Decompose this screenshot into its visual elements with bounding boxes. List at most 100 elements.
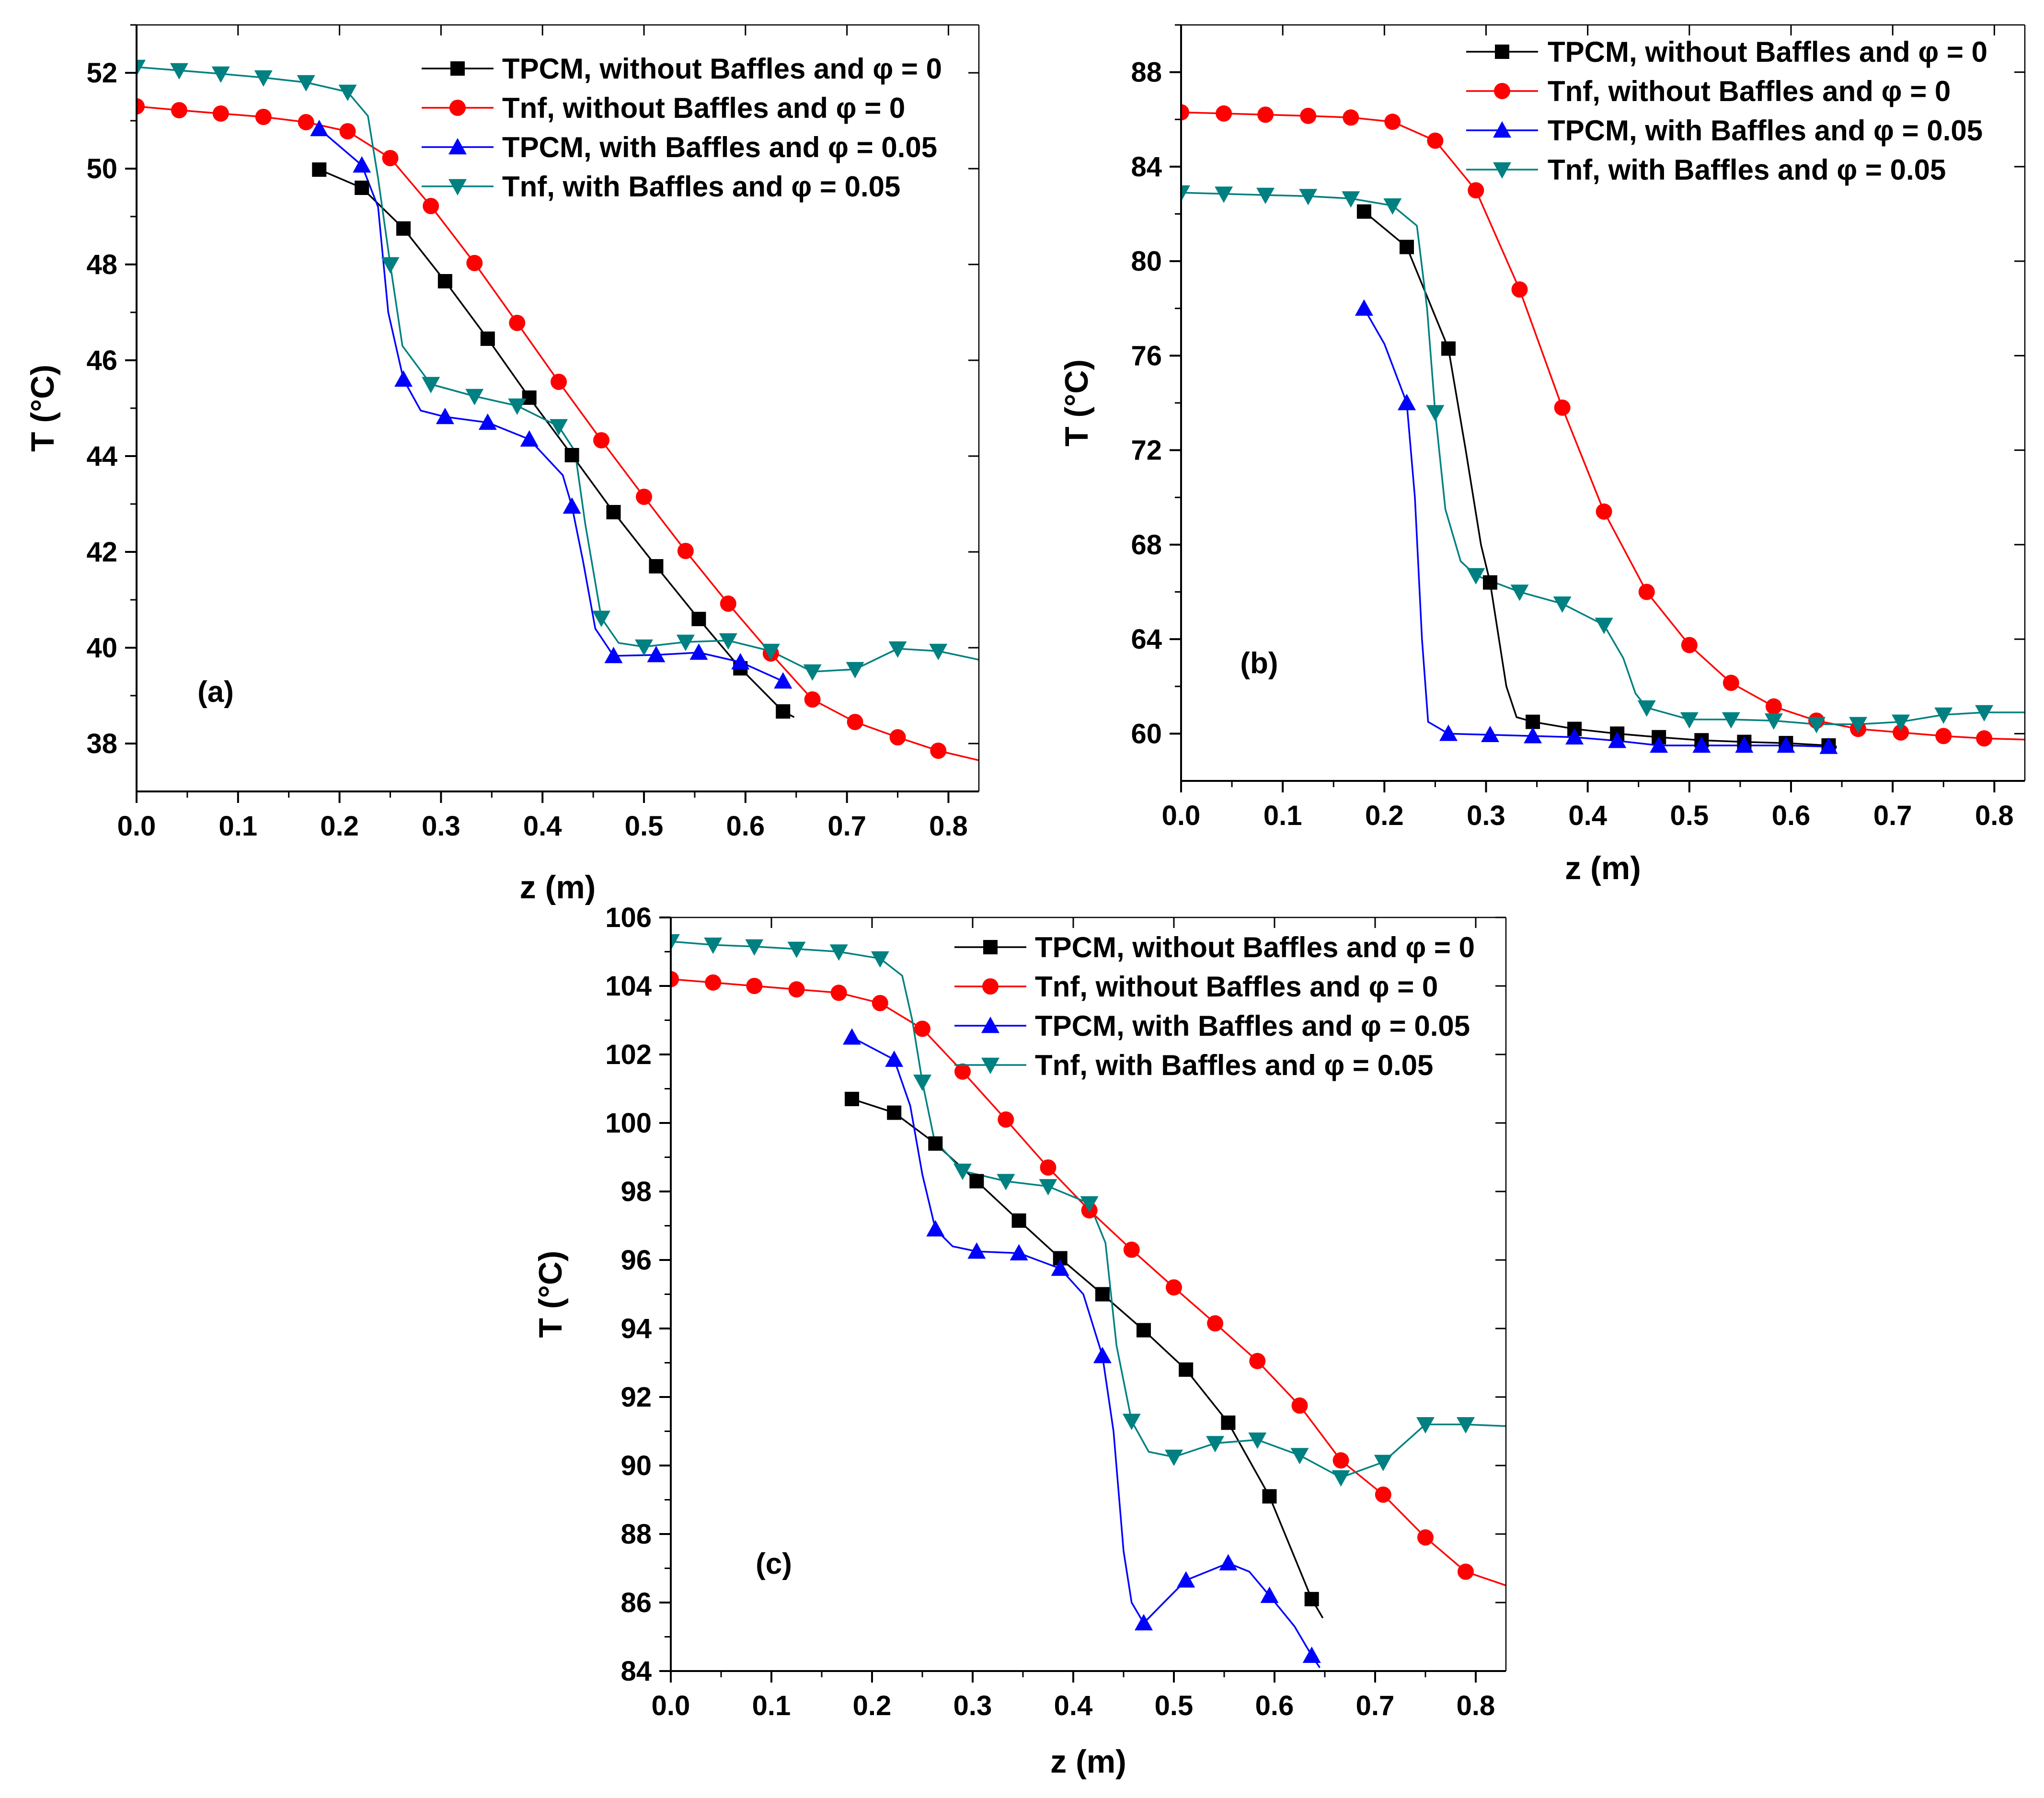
legend-label-tnf-no-baffles: Tnf, without Baffles and φ = 0 xyxy=(1035,971,1438,1003)
y-tick-label: 42 xyxy=(86,537,117,568)
data-point-tnf-no-baffles xyxy=(788,981,805,998)
data-point-tnf-baffles xyxy=(1637,700,1656,717)
data-point-tnf-no-baffles xyxy=(1893,724,1909,741)
data-point-tnf-baffles xyxy=(719,633,737,650)
data-point-tpcm-baffles xyxy=(1650,736,1668,753)
data-point-tnf-no-baffles xyxy=(212,105,229,122)
data-point-tnf-no-baffles xyxy=(830,985,847,1001)
data-point-tnf-baffles xyxy=(1080,1196,1099,1213)
legend-label-tnf-no-baffles: Tnf, without Baffles and φ = 0 xyxy=(502,92,905,124)
data-point-tnf-baffles xyxy=(170,63,188,80)
data-point-tnf-no-baffles xyxy=(1207,1315,1224,1332)
x-axis-title: z (m) xyxy=(1050,1743,1126,1780)
data-point-tnf-baffles xyxy=(1256,187,1275,205)
data-point-tnf-baffles xyxy=(829,944,848,961)
y-tick-label: 48 xyxy=(86,249,117,280)
data-point-tpcm-baffles xyxy=(1260,1586,1279,1603)
data-point-tnf-baffles xyxy=(297,75,315,92)
data-point-tnf-no-baffles xyxy=(1384,114,1401,130)
y-tick-label: 88 xyxy=(1131,57,1162,88)
x-tick-label: 0.7 xyxy=(1873,800,1912,831)
data-point-tnf-no-baffles xyxy=(1427,132,1444,149)
chart-panel-c: 0.0 0.1 0.2 0.3 0.4 0.5 0.6 0.7 0.8 84 86 88 90 92 94 9… xyxy=(532,902,1507,1780)
legend: TPCM, without Baffles and φ = 0 Tnf, with… xyxy=(954,931,1475,1081)
data-point-tpcm-no-baffles xyxy=(1441,341,1456,356)
data-point-tnf-no-baffles xyxy=(1300,107,1317,124)
legend-label-tpcm-baffles: TPCM, with Baffles and φ = 0.05 xyxy=(1035,1010,1470,1042)
chart-panel-b: 0.0 0.1 0.2 0.3 0.4 0.5 0.6 0.7 0.8 60 64 68 72 76 80 8… xyxy=(1058,24,2026,886)
data-point-tpcm-no-baffles xyxy=(396,221,411,236)
data-point-tnf-baffles xyxy=(704,938,723,954)
x-tick-label: 0.8 xyxy=(1975,800,2014,831)
data-point-tpcm-no-baffles xyxy=(522,390,537,405)
legend-label-tnf-baffles: Tnf, with Baffles and φ = 0.05 xyxy=(1035,1049,1433,1081)
data-point-tnf-baffles xyxy=(913,1075,931,1091)
data-point-tnf-no-baffles xyxy=(746,978,763,994)
data-point-tnf-baffles xyxy=(592,610,611,627)
data-point-tnf-no-baffles xyxy=(1375,1486,1391,1503)
x-tick-label: 0.1 xyxy=(218,811,257,842)
plot-area xyxy=(671,934,1506,1668)
x-tick-label: 0.4 xyxy=(1568,800,1607,831)
data-point-tnf-baffles xyxy=(338,84,357,101)
data-point-tpcm-no-baffles xyxy=(845,1091,859,1106)
data-point-tpcm-baffles xyxy=(1565,728,1584,744)
data-point-tpcm-no-baffles xyxy=(1137,1323,1151,1338)
x-tick-label: 0.3 xyxy=(953,1690,992,1721)
data-point-tpcm-no-baffles xyxy=(776,704,791,719)
series-line-tpcm-no-baffles xyxy=(1363,211,1837,748)
data-point-tnf-baffles xyxy=(871,951,889,968)
data-point-tnf-baffles xyxy=(381,257,400,274)
data-point-tnf-baffles xyxy=(508,398,527,415)
x-tick-label: 0.0 xyxy=(1162,800,1201,831)
y-tick-label: 84 xyxy=(620,1656,652,1687)
legend-label-tpcm-baffles: TPCM, with Baffles and φ = 0.05 xyxy=(1548,115,1983,147)
series-line-tnf-no-baffles xyxy=(1181,111,2025,741)
y-tick-label: 38 xyxy=(86,728,117,759)
data-point-tpcm-baffles xyxy=(1219,1554,1238,1570)
data-point-tpcm-baffles xyxy=(1177,1571,1195,1588)
data-point-tpcm-baffles xyxy=(520,430,539,447)
legend-marker-tnf-no-baffles xyxy=(982,978,999,995)
data-point-tpcm-baffles xyxy=(967,1242,986,1259)
x-tick-label: 0.7 xyxy=(1356,1690,1395,1721)
data-point-tnf-no-baffles xyxy=(1123,1241,1140,1258)
data-point-tnf-baffles xyxy=(1416,1417,1435,1434)
data-point-tnf-baffles xyxy=(254,70,273,87)
legend-marker-tpcm-baffles xyxy=(448,138,467,155)
data-point-tnf-no-baffles xyxy=(1417,1529,1434,1546)
data-point-tnf-no-baffles xyxy=(804,691,821,708)
data-point-tnf-baffles xyxy=(953,1163,972,1180)
legend-label-tnf-baffles: Tnf, with Baffles and φ = 0.05 xyxy=(502,171,900,203)
y-tick-label: 96 xyxy=(620,1245,652,1276)
legend-label-tnf-no-baffles: Tnf, without Baffles and φ = 0 xyxy=(1548,75,1951,107)
data-point-tpcm-no-baffles xyxy=(480,332,495,346)
data-point-tnf-baffles xyxy=(1892,714,1910,731)
data-point-tnf-baffles xyxy=(550,419,568,435)
legend-marker-tnf-no-baffles xyxy=(449,100,466,116)
legend-marker-tpcm-no-baffles xyxy=(983,940,998,954)
data-point-tnf-baffles xyxy=(422,377,440,393)
y-tick-label: 50 xyxy=(86,153,117,184)
data-point-tnf-no-baffles xyxy=(423,198,439,214)
y-tick-label: 64 xyxy=(1131,624,1162,655)
data-point-tpcm-baffles xyxy=(394,370,413,387)
data-point-tpcm-no-baffles xyxy=(1400,240,1414,254)
data-point-tnf-no-baffles xyxy=(1638,584,1655,600)
data-point-tnf-no-baffles xyxy=(509,315,526,331)
data-point-tpcm-baffles xyxy=(353,156,371,173)
data-point-tnf-no-baffles xyxy=(137,98,145,115)
data-point-tnf-no-baffles xyxy=(593,432,610,448)
data-point-tnf-no-baffles xyxy=(1216,105,1232,122)
legend-label-tpcm-baffles: TPCM, with Baffles and φ = 0.05 xyxy=(502,131,937,163)
data-point-tnf-no-baffles xyxy=(1291,1397,1308,1414)
x-tick-label: 0.4 xyxy=(523,811,562,842)
data-point-tnf-baffles xyxy=(1595,618,1613,634)
data-point-tpcm-no-baffles xyxy=(1179,1362,1194,1377)
data-point-tpcm-no-baffles xyxy=(312,162,327,177)
data-point-tnf-no-baffles xyxy=(466,255,483,271)
data-point-tnf-baffles xyxy=(1849,717,1868,733)
data-point-tpcm-baffles xyxy=(1135,1614,1153,1631)
x-tick-label: 0.8 xyxy=(929,811,968,842)
data-point-tnf-baffles xyxy=(1039,1179,1057,1196)
